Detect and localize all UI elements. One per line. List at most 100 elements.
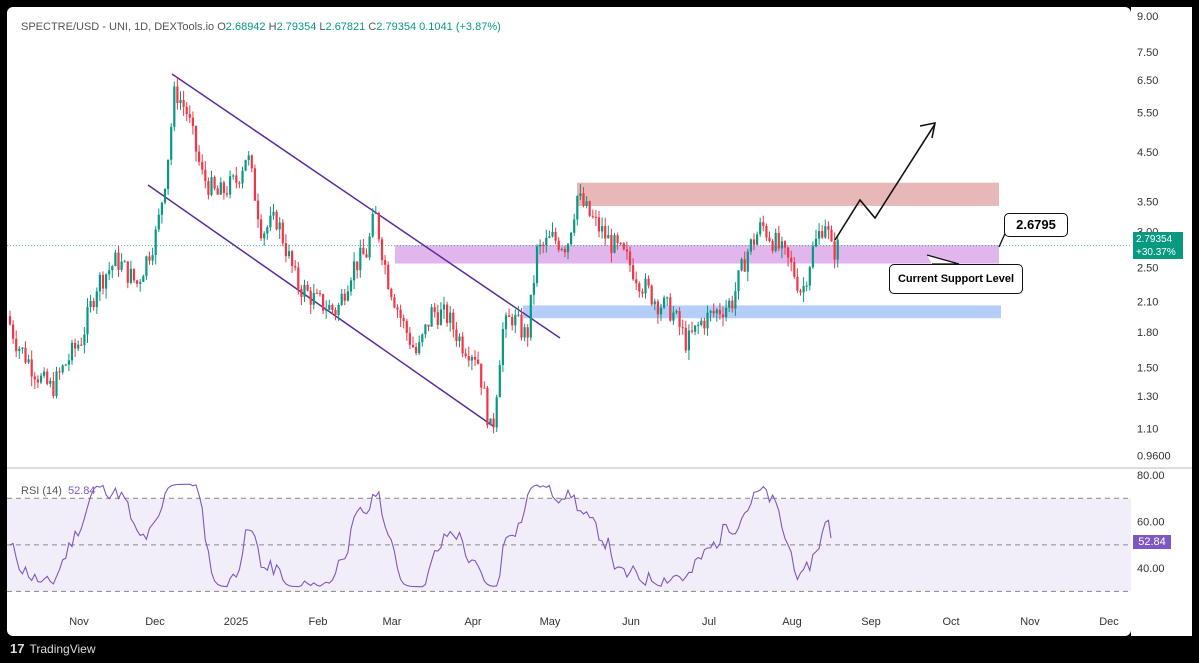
candle-body [272, 211, 275, 216]
candle-body [818, 231, 821, 239]
candle-body [520, 314, 523, 338]
candle-body [690, 330, 694, 332]
candle-body [632, 265, 635, 280]
candle-body [622, 243, 625, 250]
price-tick-label: 0.9600 [1137, 450, 1171, 462]
candle-body [24, 347, 27, 363]
candle-body [473, 357, 477, 360]
candle-body [281, 222, 284, 244]
candle-body [771, 241, 774, 251]
candle-body [641, 291, 644, 294]
date-tick-label: Jul [702, 616, 716, 628]
candle-body [756, 234, 759, 245]
candle-body [706, 312, 709, 329]
brand-name: TradingView [29, 641, 96, 656]
candle-body [284, 243, 287, 257]
candle-body [39, 375, 43, 383]
price-tick-label: 5.50 [1137, 108, 1158, 120]
candle-body [278, 222, 281, 230]
candle-body [294, 265, 297, 268]
price-tick-label: 1.80 [1137, 327, 1158, 339]
candle-body [126, 261, 129, 283]
candle-body [731, 300, 734, 309]
candle-body [535, 246, 539, 284]
candle-body [554, 231, 557, 241]
price-tick-label: 9.00 [1137, 11, 1158, 23]
candle-body [442, 304, 446, 310]
candle-body [427, 324, 430, 327]
candle-body [411, 344, 415, 347]
candle-body [399, 309, 402, 318]
candle-body [635, 279, 638, 284]
candle-body [613, 235, 616, 253]
rsi-label: RSI (14) [21, 485, 62, 497]
candle-body [430, 307, 433, 327]
candle-body [681, 327, 684, 329]
candle-body [238, 182, 241, 184]
candle-body [101, 274, 105, 289]
candle-body [291, 251, 294, 266]
candle-body [678, 311, 681, 328]
rsi-line [9, 483, 832, 588]
candle-body [315, 292, 318, 294]
candle-body [377, 212, 380, 240]
candle-body [365, 254, 368, 258]
candle-body [176, 86, 179, 104]
candle-body [470, 357, 473, 361]
date-tick-label: Mar [383, 616, 402, 628]
candle-body [52, 380, 55, 397]
date-tick-label: Aug [782, 616, 802, 628]
date-tick-label: Nov [1020, 616, 1040, 628]
candle-body [204, 169, 207, 182]
low-value: 2.67821 [325, 21, 366, 33]
candle-body [167, 159, 170, 189]
candle-body [346, 291, 349, 301]
candle-body [371, 213, 374, 237]
chart-panel[interactable]: Nov Dec 2025 Feb Mar Apr May Jun Jul Aug Sep Oct Nov… [7, 7, 1131, 636]
candle-body [185, 106, 188, 115]
date-tick-label: Oct [942, 616, 959, 628]
candle-body [170, 126, 173, 160]
symbol-legend: SPECTRE/USD - UNI, 1D, DEXTools.io O2.68… [21, 21, 501, 33]
level-callout: 2.6795 [1004, 213, 1068, 237]
rsi-tick-label: 40.00 [1137, 563, 1165, 575]
candle-body [229, 176, 232, 195]
candle-body [405, 321, 408, 333]
price-axis[interactable]: 9.007.506.505.504.503.503.002.502.101.80… [1131, 7, 1192, 636]
candle-body [70, 342, 74, 361]
candle-body [235, 175, 238, 183]
candle-body [64, 364, 67, 366]
candle-body [49, 380, 52, 384]
candle-body [408, 332, 411, 345]
candle-body [436, 312, 439, 325]
candle-body [353, 261, 356, 281]
candle-body [808, 267, 811, 286]
candle-body [142, 276, 145, 282]
candle-body [532, 283, 535, 295]
candle-body [247, 155, 250, 161]
candle-body [647, 278, 650, 286]
candle-body [765, 225, 768, 238]
candle-body [449, 312, 452, 323]
candle-body [309, 290, 312, 305]
candle-body [201, 161, 204, 170]
rsi-tick-label: 80.00 [1137, 470, 1165, 482]
price-tick-label: 1.10 [1137, 424, 1158, 436]
candle-body [734, 291, 737, 309]
candle-body [529, 294, 532, 338]
candle-body [560, 248, 563, 250]
price-chart-svg[interactable]: Nov Dec 2025 Feb Mar Apr May Jun Jul Aug Sep Oct Nov… [7, 7, 1131, 636]
zone-lower-support [523, 305, 1001, 319]
candle-body [588, 201, 591, 216]
candle-body [216, 188, 219, 195]
candle-body [504, 315, 508, 330]
high-label: H [268, 21, 277, 33]
candle-body [325, 309, 328, 311]
candle-body [464, 353, 467, 356]
candle-body [340, 293, 343, 305]
candle-body [266, 227, 269, 234]
open-label: O [217, 21, 226, 33]
candle-body [498, 365, 501, 398]
candle-body [95, 291, 98, 308]
candle-body [256, 200, 260, 220]
